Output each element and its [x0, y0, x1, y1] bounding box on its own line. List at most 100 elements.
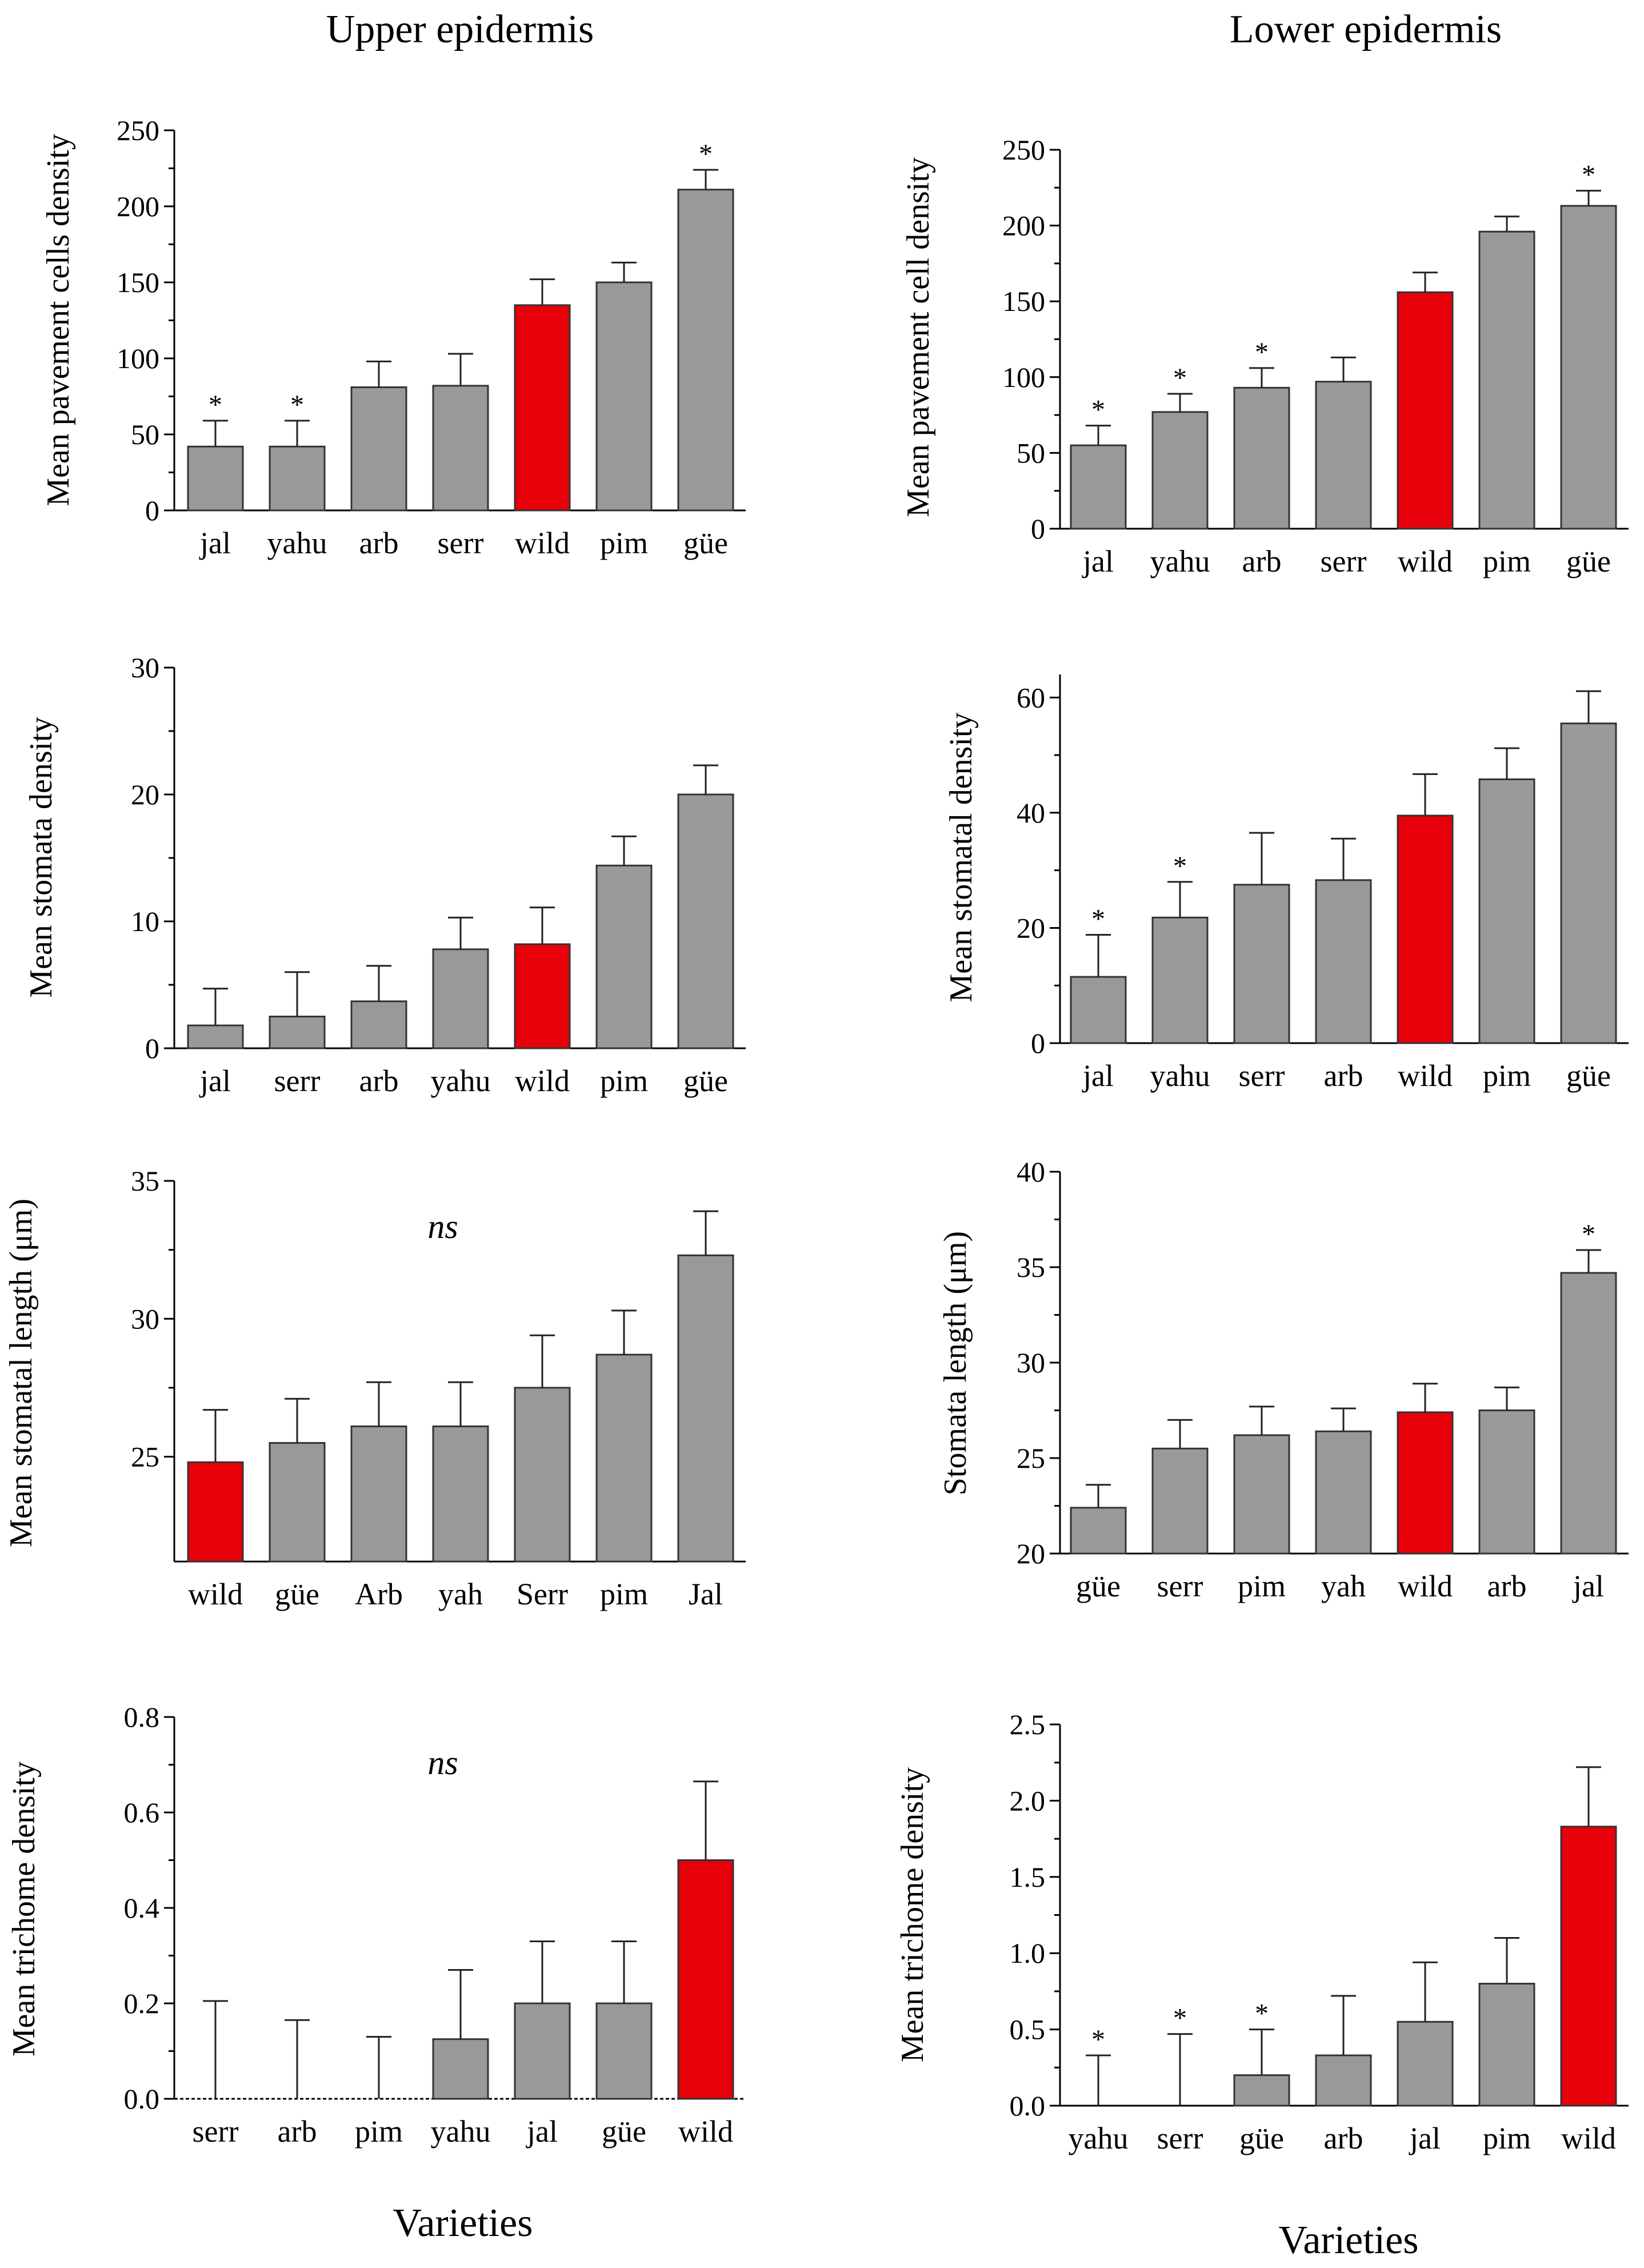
y-tick-label: 25: [1017, 1442, 1045, 1474]
bar-arb: [1478, 1409, 1535, 1555]
x-tick-label-güe: güe: [683, 526, 728, 560]
x-tick-label-jal: jal: [1409, 2121, 1441, 2155]
y-tick-label: 1.5: [1010, 1861, 1046, 1893]
y-tick-label: 0.4: [124, 1892, 160, 1924]
bar-yahu: [432, 948, 489, 1049]
upper-pavement-chart: 0 50 100 150 200 250 Mean pavement cells densi…: [41, 114, 746, 560]
x-tick-label-serr: serr: [1239, 1059, 1285, 1093]
x-tick-label-güe: güe: [602, 2114, 646, 2149]
bar-serr: [1315, 381, 1372, 530]
bar-serr: [269, 1016, 326, 1049]
x-tick-label-serr: serr: [1157, 1569, 1203, 1603]
lower-trichome-chart: 0.0 0.5 1.0 1.5 2.0 2.5 Mean trichome density *…: [895, 1708, 1629, 2155]
bar-güe: [1560, 205, 1617, 530]
bar-wild: [187, 1461, 244, 1563]
x-tick-label-wild: wild: [515, 1064, 570, 1098]
lower-epidermis-title: Lower epidermis: [1229, 7, 1502, 51]
y-tick-label: 35: [131, 1165, 159, 1197]
bar-pim: [595, 1353, 653, 1563]
y-tick-label: 0: [145, 494, 159, 526]
bar-yahu: [269, 445, 326, 512]
y-tick-label: 60: [1017, 681, 1045, 713]
y-tick-label: 100: [1002, 361, 1045, 393]
x-tick-label-wild: wild: [1561, 2121, 1616, 2155]
bar-serr: [1233, 884, 1290, 1044]
x-tick-label-yah: yah: [438, 1577, 483, 1611]
x-tick-label-yahu: yahu: [431, 2114, 491, 2149]
x-tick-label-jal: jal: [1082, 1059, 1114, 1093]
x-tick-label-pim: pim: [1483, 544, 1531, 578]
bar-güe: [1070, 1507, 1127, 1555]
ns-annotation: ns: [427, 1208, 458, 1245]
x-tick-label-arb: arb: [278, 2114, 317, 2149]
bar-jal: [1070, 444, 1127, 530]
y-tick-label: 0.0: [1010, 2090, 1046, 2122]
bar-wild: [514, 943, 571, 1049]
y-tick-label: 2.0: [1010, 1784, 1046, 1816]
y-tick-label: 150: [1002, 285, 1045, 317]
x-tick-label-wild: wild: [188, 1577, 243, 1611]
x-tick-label-arb: arb: [359, 526, 399, 560]
x-tick-label-serr: serr: [438, 526, 484, 560]
bar-güe: [269, 1442, 326, 1563]
y-tick-label: 200: [117, 190, 159, 222]
y-axis-label: Stomata length (μm): [938, 1231, 973, 1495]
bar-güe: [677, 189, 734, 512]
significance-star: *: [1091, 2025, 1105, 2055]
y-axis-label: Mean trichome density: [6, 1762, 42, 2057]
bar-jal: [1397, 2021, 1454, 2107]
significance-star: *: [1582, 160, 1595, 190]
x-tick-label-güe: güe: [275, 1577, 319, 1611]
x-tick-label-serr: serr: [193, 2114, 239, 2149]
x-tick-label-pim: pim: [600, 526, 648, 560]
x-tick-label-jal: jal: [1082, 544, 1114, 578]
x-tick-label-pim: pim: [1483, 2121, 1531, 2155]
y-axis-label: Mean stomatal length (μm): [3, 1199, 39, 1547]
y-tick-label: 25: [131, 1441, 159, 1473]
x-tick-label-yahu: yahu: [431, 1064, 491, 1098]
significance-star: *: [1173, 363, 1187, 393]
bar-güe: [595, 2002, 653, 2100]
x-tick-label-pim: pim: [1238, 1569, 1286, 1603]
y-tick-label: 0: [1031, 513, 1045, 545]
bar-wild: [1397, 814, 1454, 1044]
x-tick-label-Serr: Serr: [517, 1577, 568, 1611]
y-tick-label: 250: [1002, 134, 1045, 166]
significance-star: *: [1255, 337, 1269, 368]
bar-Serr: [514, 1387, 571, 1563]
y-tick-label: 20: [131, 778, 159, 810]
x-tick-label-wild: wild: [1398, 1059, 1453, 1093]
bar-jal: [1560, 1272, 1617, 1555]
bar-pim: [1233, 1434, 1290, 1555]
bar-serr: [432, 385, 489, 512]
bar-jal: [187, 445, 244, 512]
x-tick-label-yah: yah: [1321, 1569, 1366, 1603]
lower-pavement-chart: 0 50 100 150 200 250 Mean pavement cell densit…: [901, 134, 1629, 578]
y-tick-label: 30: [131, 652, 159, 684]
y-axis-label: Mean pavement cell density: [901, 157, 936, 517]
y-tick-label: 0.5: [1010, 2014, 1046, 2046]
x-axis-label-right: Varieties: [1278, 2218, 1419, 2262]
upper-trichome-chart: 0.0 0.2 0.4 0.6 0.8 Mean trichome density serr…: [6, 1701, 746, 2149]
x-tick-label-serr: serr: [1157, 2121, 1203, 2155]
x-tick-label-pim: pim: [355, 2114, 403, 2149]
bar-jal: [187, 1024, 244, 1049]
y-tick-label: 30: [131, 1303, 159, 1335]
bar-güe: [1233, 2074, 1290, 2107]
y-tick-label: 20: [1017, 1538, 1045, 1570]
y-tick-label: 40: [1017, 1156, 1045, 1188]
bar-pim: [1478, 230, 1535, 530]
y-tick-label: 50: [1017, 437, 1045, 469]
y-tick-label: 50: [131, 418, 159, 450]
x-tick-label-arb: arb: [1242, 544, 1282, 578]
bar-yahu: [1151, 916, 1209, 1044]
upper-stomata-chart: 0 10 20 30 Mean stomata density jal serr arb yah…: [23, 652, 746, 1098]
y-tick-label: 40: [1017, 797, 1045, 829]
significance-star: *: [1091, 395, 1105, 425]
bar-wild: [1560, 1826, 1617, 2107]
x-tick-label-Arb: Arb: [355, 1577, 403, 1611]
x-tick-label-güe: güe: [1566, 1059, 1611, 1093]
y-tick-label: 200: [1002, 210, 1045, 242]
x-tick-label-pim: pim: [1483, 1059, 1531, 1093]
bar-pim: [595, 864, 653, 1049]
